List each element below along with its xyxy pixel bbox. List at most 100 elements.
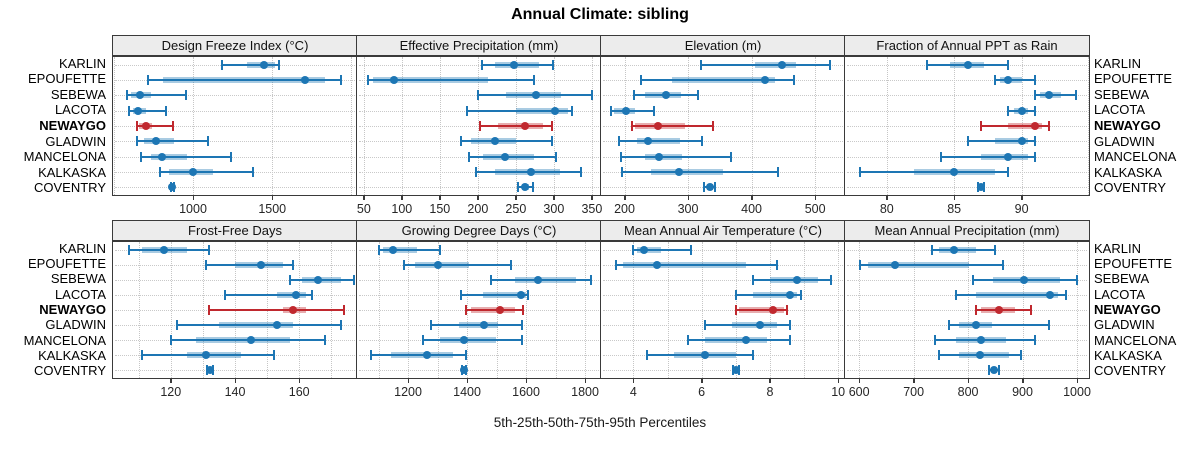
iqr-band <box>752 291 798 298</box>
axis-tick <box>632 379 635 383</box>
whisker-line <box>206 263 293 266</box>
whisker-cap <box>229 151 232 162</box>
strip-title: Growing Degree Days (°C) <box>401 223 557 238</box>
whisker-cap <box>704 320 707 331</box>
median-dot <box>158 152 167 161</box>
row-guide <box>603 126 843 127</box>
axis-tick-label: 500 <box>804 202 826 216</box>
axis-tick <box>298 379 301 383</box>
category-label-left: GLADWIN <box>45 133 106 149</box>
whisker-cap <box>352 274 355 285</box>
whisker-cap <box>479 121 482 131</box>
strip-title: Design Freeze Index (°C) <box>161 38 309 53</box>
whisker-line <box>480 125 553 127</box>
panel-strip: Frost-Free Days <box>112 220 358 241</box>
gridline-v <box>114 57 115 195</box>
median-dot <box>890 260 899 269</box>
iqr-band <box>482 291 527 298</box>
median-dot <box>705 183 714 192</box>
median-dot <box>661 91 670 100</box>
median-dot <box>639 245 648 254</box>
iqr-band <box>959 352 1010 359</box>
median-dot <box>972 321 981 330</box>
median-dot <box>527 168 536 176</box>
chart-title: Annual Climate: sibling <box>511 6 689 23</box>
panel-body <box>600 56 846 196</box>
whisker-cap <box>975 305 978 315</box>
median-dot <box>460 366 469 375</box>
whisker-cap <box>785 305 788 315</box>
whisker-cap <box>993 75 996 85</box>
whisker-cap <box>340 75 343 85</box>
axis-tick-label: 1600 <box>512 385 540 399</box>
axis-tick-label: 100 <box>391 202 413 216</box>
whisker-cap <box>590 90 593 101</box>
whisker-line <box>688 339 791 342</box>
whisker-line <box>994 79 1036 81</box>
whisker-line <box>431 324 522 327</box>
whisker-cap <box>205 259 208 270</box>
whisker-cap <box>1034 90 1037 101</box>
panel-body <box>356 241 602 379</box>
whisker-cap <box>1029 305 1032 315</box>
whisker-cap <box>551 121 554 131</box>
whisker-cap <box>206 136 209 147</box>
whisker-cap <box>971 274 974 285</box>
whisker-cap <box>631 121 634 131</box>
iqr-band <box>868 261 970 268</box>
iqr-band <box>150 153 187 160</box>
axis-tick-label: 120 <box>160 385 182 399</box>
row-guide <box>847 279 1087 281</box>
median-dot <box>950 245 959 254</box>
whisker-cap <box>702 182 705 193</box>
category-label-right: COVENTRY <box>1094 180 1166 196</box>
whisker-cap <box>1034 136 1037 147</box>
category-label-right: EPOUFETTE <box>1094 256 1173 271</box>
whisker-line <box>225 293 313 296</box>
whisker-line <box>465 309 523 311</box>
iqr-band <box>498 123 544 129</box>
whisker-cap <box>646 350 649 361</box>
axis-tick-label: 250 <box>505 202 527 216</box>
whisker-cap <box>460 136 463 147</box>
strip-title: Frost-Free Days <box>188 223 282 238</box>
axis-tick <box>814 196 817 200</box>
median-dot <box>460 336 469 345</box>
whisker-line <box>735 309 787 311</box>
row-guide <box>603 249 843 251</box>
whisker-cap <box>653 105 656 116</box>
category-label-left: SEBEWA <box>50 271 106 287</box>
category-label-right: GLADWIN <box>1094 133 1155 149</box>
whisker-cap <box>994 244 997 255</box>
whisker-line <box>632 125 713 127</box>
iqr-band <box>1008 123 1042 129</box>
whisker-cap <box>859 259 862 270</box>
whisker-line <box>859 171 1009 173</box>
whisker-cap <box>987 365 990 376</box>
whisker-cap <box>620 167 623 177</box>
whisker-line <box>616 263 777 266</box>
axis-tick <box>170 379 172 383</box>
whisker-line <box>633 248 692 251</box>
whisker-cap <box>476 90 479 101</box>
strip-title: Fraction of Annual PPT as Rain <box>876 38 1058 53</box>
row-guide <box>359 279 599 281</box>
iqr-band <box>976 291 1058 298</box>
iqr-band <box>459 322 499 329</box>
whisker-line <box>461 140 552 143</box>
median-dot <box>520 122 529 130</box>
iqr-band <box>644 153 683 160</box>
median-dot <box>1045 290 1054 299</box>
whisker-line <box>735 293 801 296</box>
row-guide <box>603 141 843 143</box>
category-label-right: COVENTRY <box>1094 363 1166 379</box>
axis-tick <box>913 379 915 383</box>
median-dot <box>786 290 795 299</box>
row-guide <box>603 279 843 281</box>
whisker-cap <box>1034 151 1037 162</box>
iqr-band <box>186 352 242 359</box>
median-dot <box>990 366 999 375</box>
whisker-cap <box>830 274 833 285</box>
iqr-band <box>994 138 1029 145</box>
panel-body <box>600 241 846 379</box>
